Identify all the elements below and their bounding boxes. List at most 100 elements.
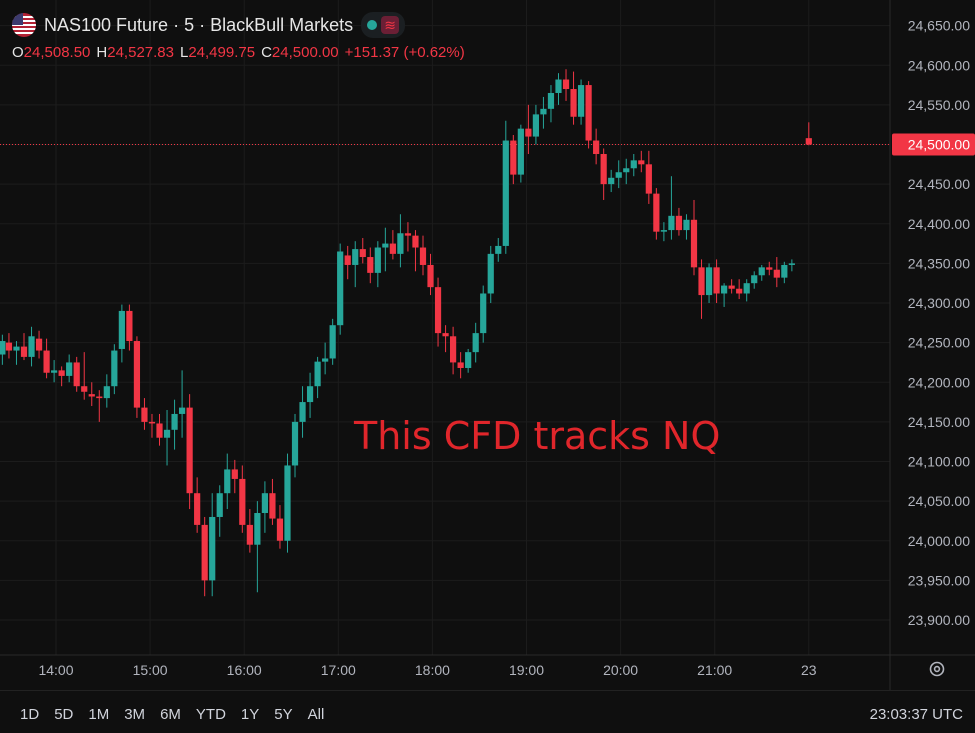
candle-up — [683, 219, 690, 231]
candle-up — [111, 350, 118, 387]
candle-up — [705, 267, 713, 296]
candle-down — [73, 362, 80, 387]
candle-up — [555, 79, 562, 93]
candle-up — [781, 264, 788, 278]
candle-down — [593, 140, 600, 155]
high-label: H — [96, 44, 108, 61]
candle-up — [216, 493, 223, 517]
high-value: 24,527.83 — [107, 44, 174, 61]
candle-down — [201, 524, 208, 581]
candle-up — [540, 108, 547, 115]
y-tick-label: 24,050.00 — [908, 493, 970, 509]
candle-up — [532, 114, 540, 137]
candle-up — [322, 358, 329, 362]
y-tick-label: 24,550.00 — [908, 97, 970, 113]
wave-icon: ≋ — [381, 16, 400, 34]
candle-down — [367, 257, 374, 273]
range-5y-button[interactable]: 5Y — [274, 706, 293, 723]
range-3m-button[interactable]: 3M — [124, 706, 146, 723]
y-tick-label: 23,900.00 — [908, 612, 970, 628]
range-6m-button[interactable]: 6M — [160, 706, 181, 723]
candle-down — [156, 423, 163, 438]
status-pill[interactable]: ≋ — [361, 12, 406, 38]
bottom-toolbar: 1D 5D 1M 3M 6M YTD 1Y 5Y All 23:03:37 UT… — [0, 690, 975, 733]
x-tick-label: 21:00 — [697, 662, 732, 678]
candle-up — [615, 172, 622, 178]
candle-up — [284, 465, 291, 541]
candle-up — [480, 293, 487, 334]
candle-down — [148, 421, 156, 424]
candle-down — [88, 394, 95, 397]
candle-down — [276, 518, 284, 541]
candle-down — [442, 333, 449, 337]
price-chart[interactable]: 24,650.00 24,600.00 24,550.00 24,500.00 24,4… — [0, 0, 975, 690]
low-value: 24,499.75 — [188, 44, 256, 61]
range-1d-button[interactable]: 1D — [20, 706, 40, 723]
candle-down — [141, 407, 148, 422]
candle-down — [570, 89, 577, 117]
candle-up — [758, 267, 765, 276]
candle-down — [434, 287, 442, 334]
range-all-button[interactable]: All — [307, 706, 325, 723]
candle-down — [35, 338, 43, 351]
candle-down — [562, 79, 570, 90]
range-ytd-button[interactable]: YTD — [195, 706, 226, 723]
candle-up — [517, 128, 524, 175]
candle-down — [269, 493, 276, 519]
candle-up — [261, 493, 269, 514]
x-tick-label: 18:00 — [415, 662, 450, 678]
symbol-title[interactable]: NAS100 Future · 5 · BlackBull Markets — [44, 14, 354, 35]
candle-down — [231, 469, 238, 479]
x-tick-label: 20:00 — [603, 662, 638, 678]
range-1m-button[interactable]: 1M — [88, 706, 110, 723]
candle-down — [427, 264, 434, 288]
candle-down — [773, 269, 780, 278]
close-label: C — [261, 44, 272, 61]
x-tick-label: 23 — [801, 662, 817, 678]
chart-annotation: This CFD tracks NQ — [354, 414, 721, 458]
candle-up — [209, 516, 216, 581]
us-flag-icon — [12, 13, 36, 37]
candle-down — [359, 249, 366, 258]
low-label: L — [179, 44, 189, 61]
candle-up — [472, 333, 479, 353]
candle-up — [374, 247, 381, 273]
candle-up — [465, 352, 472, 368]
candle-up — [178, 407, 186, 414]
candle-up — [623, 168, 630, 173]
candle-down — [126, 310, 133, 342]
y-tick-label: 24,300.00 — [908, 295, 970, 311]
candle-down — [246, 524, 253, 545]
chart-header: NAS100 Future · 5 · BlackBull Markets ≋ — [12, 12, 406, 38]
candle-up — [0, 341, 6, 355]
candle-down — [58, 370, 65, 376]
candle-up — [171, 413, 178, 430]
range-1y-button[interactable]: 1Y — [240, 706, 260, 723]
candle-up — [329, 325, 336, 359]
candle-down — [239, 478, 246, 525]
open-label: O — [12, 44, 24, 61]
y-tick-label: 24,100.00 — [908, 454, 970, 470]
candle-up — [118, 310, 125, 349]
candle-down — [194, 493, 201, 525]
candle-up — [743, 283, 750, 294]
candle-down — [404, 233, 412, 236]
candle-up — [66, 362, 73, 376]
candle-up — [337, 251, 344, 326]
candle-down — [525, 128, 532, 137]
x-tick-label: 15:00 — [133, 662, 168, 678]
settings-gear-icon[interactable] — [928, 660, 946, 678]
utc-clock[interactable]: 23:03:37 UTC — [869, 706, 963, 723]
candle-up — [382, 243, 389, 248]
candle-up — [721, 285, 728, 294]
candle-down — [653, 193, 660, 232]
last-price-label-box — [892, 133, 975, 156]
candle-up — [547, 92, 555, 109]
candle-down — [638, 160, 645, 165]
range-5d-button[interactable]: 5D — [54, 706, 74, 723]
y-tick-label: 24,650.00 — [908, 18, 970, 34]
y-tick-label: 24,350.00 — [908, 255, 970, 271]
candle-down — [736, 288, 743, 294]
y-tick-label: 24,000.00 — [908, 533, 970, 549]
market-status-icon — [367, 20, 378, 30]
